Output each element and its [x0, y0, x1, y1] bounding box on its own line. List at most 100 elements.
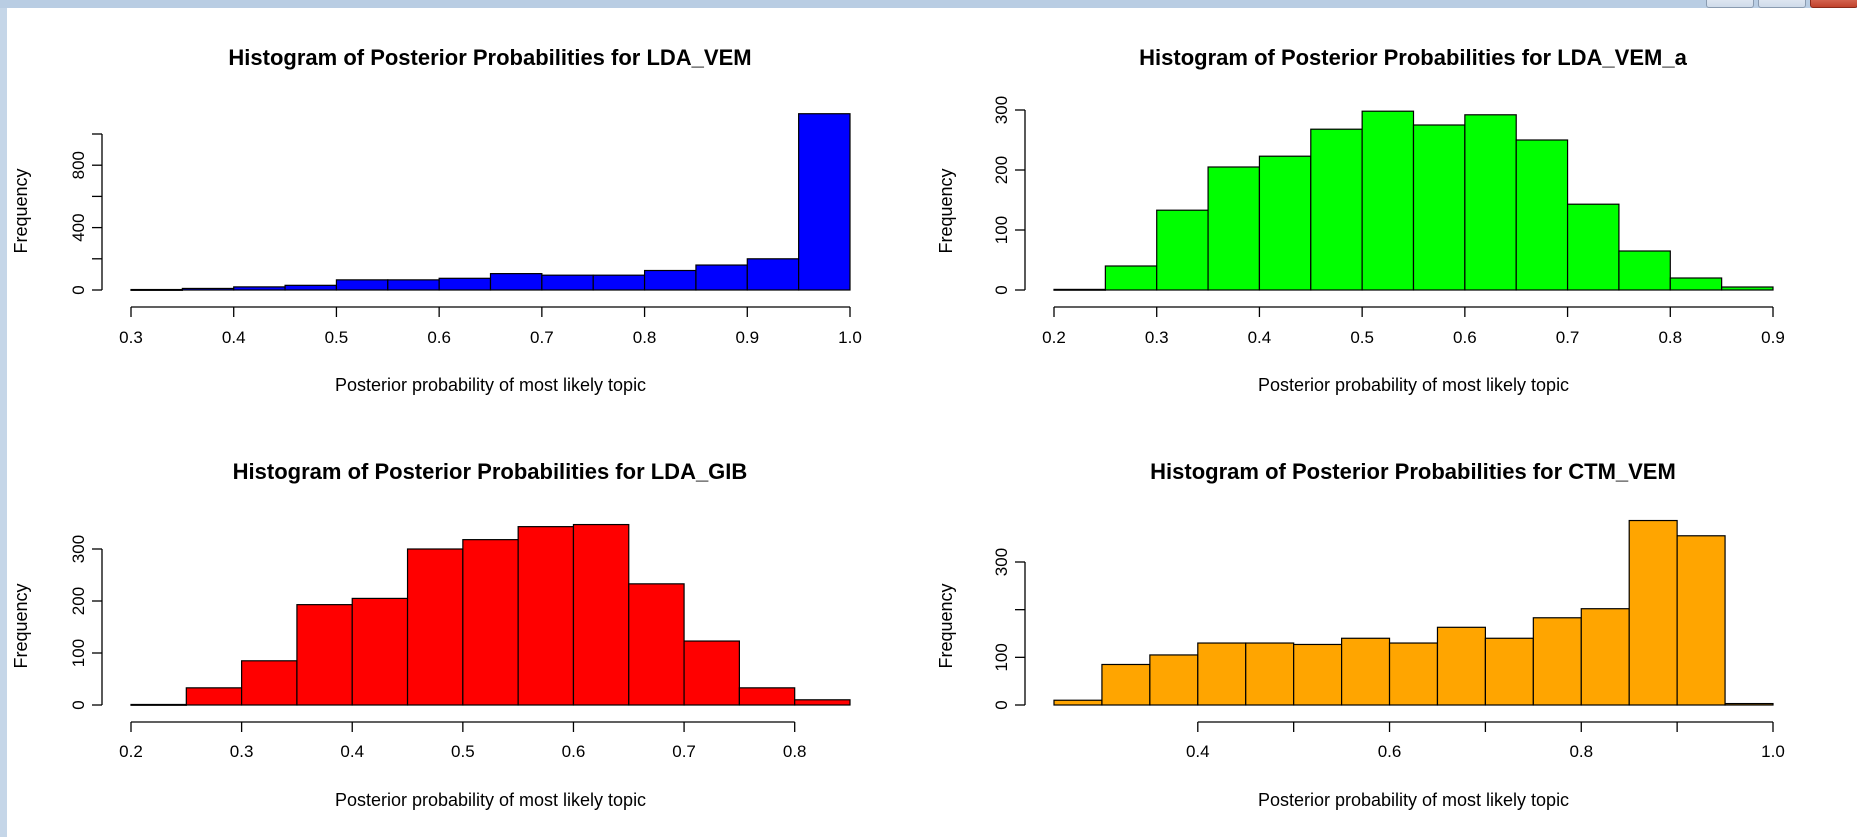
x-tick-label: 0.4: [340, 742, 364, 761]
histogram-bar: [489, 273, 543, 291]
histogram-bar: [1721, 286, 1774, 291]
y-axis-label: Frequency: [11, 583, 31, 668]
histogram-bar: [181, 287, 235, 291]
histogram-bar: [643, 269, 697, 291]
x-tick-label: 0.6: [427, 328, 451, 347]
chart-title: Histogram of Posterior Probabilities for…: [233, 459, 748, 484]
histogram-bar: [746, 258, 800, 291]
y-tick-label: 200: [69, 587, 88, 615]
y-tick-label: 300: [992, 96, 1011, 124]
histogram-bar: [541, 274, 594, 291]
histogram-bar: [1104, 265, 1158, 291]
histogram-bar: [572, 523, 630, 706]
x-tick-label: 0.3: [119, 328, 143, 347]
histogram-bar: [592, 274, 646, 291]
chart-title: Histogram of Posterior Probabilities for…: [1139, 45, 1687, 70]
x-tick-label: 0.6: [1378, 742, 1402, 761]
histogram-bar: [284, 284, 338, 291]
histogram-bar: [1532, 617, 1582, 706]
x-tick-label: 0.7: [1556, 328, 1580, 347]
histogram-bar: [1101, 663, 1151, 706]
histogram-bar: [1436, 626, 1487, 706]
x-tick-label: 0.7: [530, 328, 554, 347]
x-tick-label: 0.8: [633, 328, 657, 347]
histogram-bar: [1053, 699, 1103, 706]
histogram-bar: [1412, 124, 1466, 291]
histogram-bar: [185, 687, 243, 706]
histogram-bar: [335, 279, 389, 291]
x-tick-label: 0.7: [672, 742, 696, 761]
x-tick-label: 0.8: [1569, 742, 1593, 761]
x-tick-label: 0.4: [222, 328, 246, 347]
x-tick-label: 0.4: [1248, 328, 1272, 347]
x-tick-label: 0.6: [562, 742, 586, 761]
histogram-bar: [1484, 637, 1534, 706]
histogram-bar: [1724, 702, 1774, 706]
y-axis-label: Frequency: [11, 168, 31, 253]
window-title-strip: [0, 0, 1857, 8]
chart-title: Histogram of Posterior Probabilities for…: [1150, 459, 1676, 484]
x-tick-label: 0.2: [1042, 328, 1066, 347]
x-axis-label: Posterior probability of most likely top…: [335, 790, 646, 810]
histogram-bar: [1580, 608, 1630, 706]
x-tick-label: 0.3: [1145, 328, 1169, 347]
histogram-bar: [130, 288, 183, 291]
x-tick-label: 0.8: [783, 742, 807, 761]
histogram-bar: [351, 597, 409, 706]
histogram-bar: [1310, 128, 1363, 291]
histogram-bar: [1156, 209, 1209, 291]
y-tick-label: 100: [992, 216, 1011, 244]
x-tick-label: 0.5: [325, 328, 349, 347]
histogram-grid: Histogram of Posterior Probabilities for…: [11, 45, 1785, 810]
x-tick-label: 0.5: [451, 742, 475, 761]
minimize-button[interactable]: [1706, 0, 1754, 8]
chart-panel-2: Histogram of Posterior Probabilities for…: [936, 45, 1785, 395]
histogram-bar: [1149, 654, 1199, 706]
y-tick-label: 300: [69, 535, 88, 563]
histogram-bar: [438, 277, 492, 291]
histogram-bar: [1628, 519, 1678, 706]
histogram-bar: [738, 687, 796, 706]
histogram-bar: [406, 548, 464, 706]
x-axis-label: Posterior probability of most likely top…: [335, 375, 646, 395]
histogram-bar: [233, 286, 286, 291]
histogram-bar: [241, 660, 298, 706]
histogram-bar: [1676, 535, 1726, 706]
y-tick-label: 0: [992, 700, 1011, 709]
x-tick-label: 0.4: [1186, 742, 1210, 761]
close-button[interactable]: [1810, 0, 1857, 8]
x-tick-label: 1.0: [838, 328, 862, 347]
x-tick-label: 1.0: [1761, 742, 1785, 761]
x-axis-label: Posterior probability of most likely top…: [1258, 375, 1569, 395]
histogram-bar: [1566, 203, 1620, 291]
x-tick-label: 0.2: [119, 742, 143, 761]
x-axis-label: Posterior probability of most likely top…: [1258, 790, 1569, 810]
y-tick-label: 0: [69, 700, 88, 709]
plot-canvas: Histogram of Posterior Probabilities for…: [7, 8, 1857, 837]
histogram-bar: [1258, 155, 1312, 291]
maximize-button[interactable]: [1758, 0, 1806, 8]
histogram-bar: [628, 583, 685, 706]
x-tick-label: 0.9: [735, 328, 759, 347]
histogram-bar: [462, 539, 519, 706]
histogram-bar: [296, 604, 353, 706]
y-tick-label: 300: [992, 548, 1011, 576]
chart-panel-3: Histogram of Posterior Probabilities for…: [11, 459, 851, 810]
histogram-bar: [1197, 642, 1247, 706]
y-tick-label: 0: [69, 285, 88, 294]
histogram-bar: [1618, 250, 1671, 291]
x-tick-label: 0.3: [230, 742, 254, 761]
histogram-bar: [1515, 139, 1569, 291]
histogram-bar: [387, 279, 440, 291]
y-tick-label: 400: [69, 213, 88, 241]
histogram-bar: [1464, 114, 1517, 291]
histogram-bar: [695, 264, 748, 291]
y-axis-label: Frequency: [936, 583, 956, 668]
chart-title: Histogram of Posterior Probabilities for…: [228, 45, 751, 70]
histogram-bar: [1293, 643, 1343, 706]
histogram-bar: [798, 113, 851, 291]
histogram-bar: [1245, 642, 1295, 706]
x-tick-label: 0.8: [1658, 328, 1682, 347]
histogram-bar: [1340, 637, 1391, 706]
